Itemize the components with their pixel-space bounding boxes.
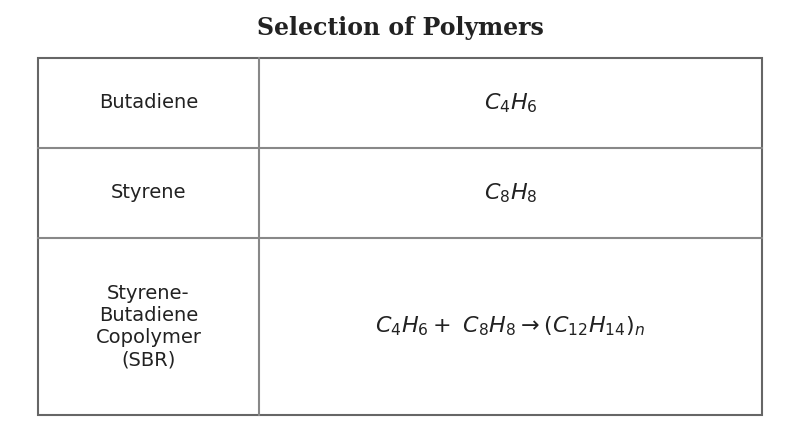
Text: $\mathit{C}_4\mathit{H}_6 + \ \mathit{C}_8\mathit{H}_8 \rightarrow (\mathit{C}_{: $\mathit{C}_4\mathit{H}_6 + \ \mathit{C}…: [375, 315, 646, 338]
Text: Butadiene: Butadiene: [98, 94, 198, 112]
Text: $\mathit{C}_4\mathit{H}_6$: $\mathit{C}_4\mathit{H}_6$: [483, 91, 538, 115]
Text: Styrene: Styrene: [110, 184, 186, 203]
Text: Selection of Polymers: Selection of Polymers: [257, 16, 543, 40]
Text: $\mathit{C}_8\mathit{H}_8$: $\mathit{C}_8\mathit{H}_8$: [484, 181, 537, 205]
Bar: [38, 58, 762, 415]
Text: Styrene-
Butadiene
Copolymer
(SBR): Styrene- Butadiene Copolymer (SBR): [95, 284, 202, 369]
